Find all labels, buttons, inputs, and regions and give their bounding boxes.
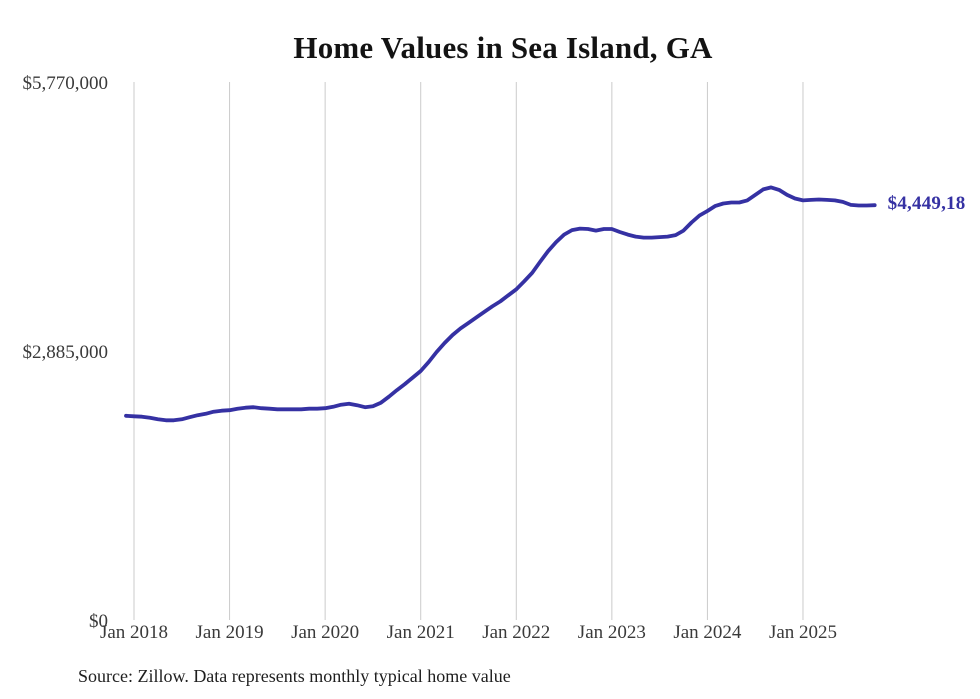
home-value-line xyxy=(124,185,877,423)
chart-title: Home Values in Sea Island, GA xyxy=(293,30,713,65)
x-axis-label-2025: Jan 2025 xyxy=(768,622,838,643)
y-axis-label-2885000: $2,885,000 xyxy=(22,342,109,363)
end-value-label: $4,449,18 xyxy=(887,193,966,215)
x-axis-label-2023: Jan 2023 xyxy=(577,622,646,643)
x-axis-label-2022: Jan 2022 xyxy=(482,622,551,643)
x-axis-label-2018: Jan 2018 xyxy=(99,622,169,643)
y-axis-label-0: $0 xyxy=(89,611,108,632)
x-axis-label-2021: Jan 2021 xyxy=(386,622,455,643)
x-axis-label-2019: Jan 2019 xyxy=(195,622,264,643)
y-axis-label-5770000: $5,770,000 xyxy=(22,73,109,94)
x-axis-label-2024: Jan 2024 xyxy=(673,622,742,643)
source-note: Source: Zillow. Data represents monthly … xyxy=(78,666,511,686)
x-axis-label-2020: Jan 2020 xyxy=(291,622,360,643)
